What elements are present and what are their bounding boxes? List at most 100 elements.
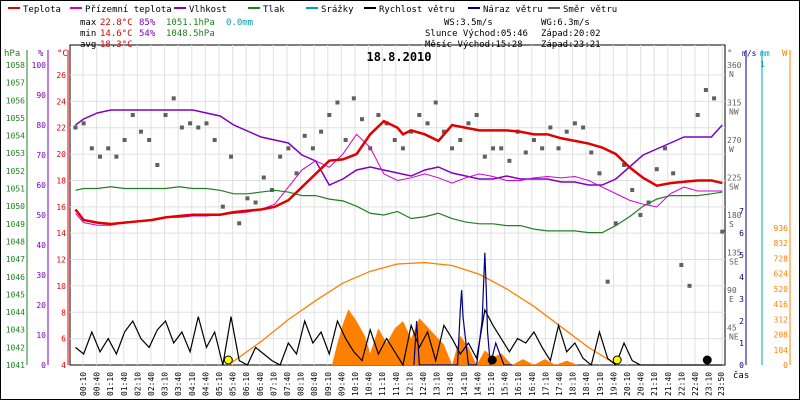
temp-axis-label: °C bbox=[57, 49, 68, 59]
dir-tick-label: 270 bbox=[727, 136, 742, 145]
dir-tick-label: 225 bbox=[727, 174, 742, 183]
dir-name-label: SE bbox=[729, 258, 739, 267]
temp-tick-label: 18 bbox=[56, 176, 66, 185]
wind-dir-point bbox=[360, 117, 365, 122]
humidity-line bbox=[75, 109, 723, 186]
dir-tick-label: 90 bbox=[727, 286, 737, 295]
wm2-tick-label: 520 bbox=[774, 285, 789, 294]
wind-dir-point bbox=[703, 88, 708, 92]
marker-sunset bbox=[612, 355, 622, 365]
wind-dir-point bbox=[712, 96, 717, 101]
wind-dir-point bbox=[147, 138, 152, 142]
wind-dir-point bbox=[646, 200, 651, 205]
wm2-tick-label: 416 bbox=[774, 300, 789, 309]
temp-tick-label: 20 bbox=[56, 150, 66, 159]
time-tick-label: 20:40 bbox=[637, 372, 646, 396]
wind-dir-point bbox=[130, 113, 135, 117]
hpa-tick-label: 1044 bbox=[6, 308, 25, 317]
hpa-tick-label: 1042 bbox=[6, 343, 25, 352]
wind-dir-point bbox=[433, 100, 438, 105]
time-tick-label: 01:10 bbox=[106, 372, 115, 396]
temp-tick-label: 8 bbox=[61, 308, 66, 317]
time-tick-label: 13:10 bbox=[433, 372, 442, 396]
wind-dir-point bbox=[507, 158, 512, 163]
wind-dir-point bbox=[581, 125, 586, 130]
time-axis-label: čas bbox=[733, 370, 749, 381]
time-tick-label: 02:10 bbox=[133, 372, 142, 396]
pct-tick-label: 60 bbox=[36, 181, 46, 190]
dir-axis-label: ° bbox=[727, 49, 732, 59]
time-tick-label: 23:10 bbox=[705, 372, 714, 396]
time-tick-label: 15:10 bbox=[487, 372, 496, 396]
series-layer bbox=[73, 88, 725, 367]
temp-tick-label: 24 bbox=[56, 97, 66, 106]
chart-title: 18.8.2010 bbox=[366, 50, 431, 64]
wind-dir-point bbox=[106, 146, 111, 151]
legend-label: Přízemní teplota bbox=[85, 5, 172, 15]
temp-tick-label: 6 bbox=[61, 335, 66, 344]
wind-dir-point bbox=[327, 113, 332, 117]
legend-label: Vlhkost bbox=[189, 5, 227, 15]
wind-dir-point bbox=[474, 113, 479, 117]
stat-value: 85% bbox=[139, 18, 156, 28]
pct-tick-label: 0 bbox=[41, 361, 46, 370]
time-tick-label: 06:10 bbox=[242, 372, 251, 396]
wind-dir-point bbox=[392, 138, 397, 142]
wind-dir-point bbox=[302, 133, 307, 138]
ms-tick-label: 1 bbox=[739, 339, 744, 348]
solar-radiation-line bbox=[227, 261, 618, 366]
wind-dir-point bbox=[253, 200, 258, 205]
pct-tick-label: 30 bbox=[36, 271, 46, 280]
info-text: WS:3.5m/s bbox=[444, 18, 493, 28]
wind-dir-point bbox=[294, 171, 299, 176]
wind-dir-point bbox=[638, 213, 643, 217]
wm2-tick-label: 832 bbox=[774, 239, 789, 248]
marker-moonrise bbox=[487, 355, 497, 365]
pct-tick-label: 50 bbox=[36, 211, 46, 220]
hpa-tick-label: 1058 bbox=[6, 61, 25, 70]
ms-tick-label: 2 bbox=[739, 317, 744, 326]
wm2-tick-label: 104 bbox=[774, 346, 789, 355]
wind-dir-point bbox=[204, 121, 209, 126]
wind-dir-point bbox=[319, 129, 324, 134]
wind-dir-point bbox=[188, 121, 193, 126]
time-tick-label: 11:10 bbox=[378, 372, 387, 396]
time-tick-label: 10:10 bbox=[351, 372, 360, 396]
ground-temp-line bbox=[75, 133, 723, 226]
time-tick-label: 17:40 bbox=[555, 372, 564, 396]
plot-area bbox=[69, 44, 726, 366]
hpa-tick-label: 1052 bbox=[6, 167, 25, 176]
ms-tick-label: 6 bbox=[739, 229, 744, 238]
time-tick-label: 01:40 bbox=[120, 372, 129, 396]
dir-name-label: E bbox=[729, 295, 734, 304]
time-tick-label: 19:10 bbox=[596, 372, 605, 396]
pct-tick-label: 10 bbox=[36, 331, 46, 340]
wind-dir-point bbox=[671, 171, 676, 176]
time-tick-label: 23:50 bbox=[717, 372, 726, 396]
time-tick-label: 18:40 bbox=[582, 372, 591, 396]
wind-dir-point bbox=[122, 138, 127, 142]
dir-tick-label: 45 bbox=[727, 324, 737, 333]
wind-dir-point bbox=[400, 146, 405, 151]
hpa-tick-label: 1049 bbox=[6, 220, 25, 229]
dir-name-label: SW bbox=[729, 183, 739, 192]
time-tick-label: 16:40 bbox=[528, 372, 537, 396]
wind-dir-point bbox=[540, 146, 545, 151]
info-text: Měsíc Východ:15:28 bbox=[425, 40, 523, 50]
pct-tick-label: 70 bbox=[36, 151, 46, 160]
stat-value: max bbox=[80, 18, 97, 28]
wind-dir-point bbox=[212, 138, 217, 142]
hpa-axis-label: hPa bbox=[4, 49, 20, 59]
legend-label: Tlak bbox=[263, 5, 285, 15]
wind-dir-point bbox=[548, 125, 553, 130]
wind-dir-point bbox=[245, 196, 250, 201]
hpa-tick-label: 1041 bbox=[6, 361, 25, 370]
wind-dir-point bbox=[654, 167, 659, 172]
pressure-line bbox=[75, 186, 723, 234]
time-tick-label: 14:10 bbox=[460, 372, 469, 396]
time-tick-label: 03:40 bbox=[174, 372, 183, 396]
wind-dir-point bbox=[81, 121, 86, 126]
time-tick-label: 14:40 bbox=[473, 372, 482, 396]
info-text: Slunce Východ:05:46 bbox=[425, 29, 528, 39]
